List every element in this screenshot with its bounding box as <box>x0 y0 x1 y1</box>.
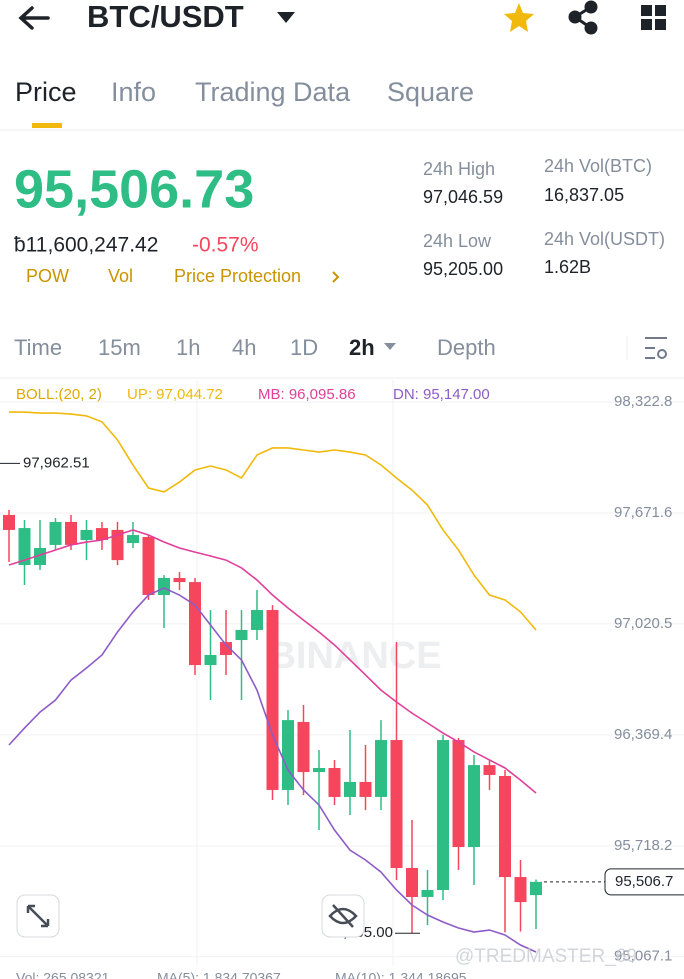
y-tick-label: 97,671.6 <box>614 504 672 521</box>
volume-label: MA(10): 1,344.18695 <box>335 970 467 979</box>
last-price: 95,506.73 <box>14 159 254 219</box>
candle-body <box>34 547 46 566</box>
local-price: ƀ11,600,247.42 <box>14 234 158 257</box>
max-label: 97,962.51 <box>23 454 90 471</box>
candle-body <box>173 577 186 583</box>
candle-body <box>406 868 418 897</box>
hide-icon <box>328 904 358 928</box>
y-tick-label: 96,369.4 <box>614 726 672 743</box>
boll-line <box>9 411 537 631</box>
stat-value: 95,205.00 <box>423 259 503 279</box>
pair-title[interactable]: BTC/USDT <box>87 0 244 34</box>
candle-body <box>80 529 93 540</box>
candle-body <box>220 642 232 656</box>
candle-body <box>499 775 511 878</box>
tab-info[interactable]: Info <box>111 77 156 107</box>
candle-body <box>437 740 449 890</box>
interval-active[interactable]: 2h <box>349 335 375 360</box>
legend-entry: UP: 97,044.72 <box>127 386 223 403</box>
stat-label: 24h Vol(USDT) <box>544 229 665 249</box>
y-tick-label: 98,322.8 <box>614 393 672 410</box>
tag[interactable]: POW <box>26 266 69 286</box>
candle-body <box>49 521 62 545</box>
interval[interactable]: Depth <box>437 335 496 360</box>
current-price-label: 95,506.7 <box>615 873 673 890</box>
y-tick-label: 95,067.1 <box>614 948 672 965</box>
interval[interactable]: Time <box>14 335 62 360</box>
tag[interactable]: Vol <box>108 266 133 286</box>
candle-body <box>18 528 31 566</box>
tag[interactable]: Price Protection <box>174 266 301 286</box>
legend-entry: DN: 95,147.00 <box>393 386 490 403</box>
candle-body <box>251 610 263 630</box>
candle-body <box>142 536 155 596</box>
y-tick-label: 95,718.2 <box>614 837 672 854</box>
candle-body <box>344 781 356 797</box>
boll-line <box>8 529 537 794</box>
interval[interactable]: 1h <box>176 335 200 360</box>
interval[interactable]: 4h <box>232 335 256 360</box>
candle-body <box>375 740 387 797</box>
tag-arrow <box>332 271 340 283</box>
active-tab-indicator <box>32 123 62 128</box>
boll-line <box>8 587 537 953</box>
menu-grid[interactable] <box>641 5 666 30</box>
candle-body <box>530 881 542 896</box>
favorite-star[interactable] <box>504 3 534 32</box>
candle-chart: 98,322.8 97,671.6 97,020.5 96,369.4 95,718.2… <box>0 386 684 979</box>
stat-value: 16,837.05 <box>544 185 624 205</box>
stat-value: 1.62B <box>544 257 591 277</box>
back-button[interactable] <box>18 6 50 30</box>
candle-body <box>282 720 294 790</box>
interval-dropdown[interactable] <box>384 343 396 350</box>
candle-body <box>468 765 480 848</box>
price-change: -0.57% <box>192 234 259 257</box>
candle-body <box>111 529 124 561</box>
y-tick-label: 97,020.5 <box>614 615 672 632</box>
pair-dropdown[interactable] <box>277 12 295 23</box>
candle-body <box>313 767 325 773</box>
tab-price[interactable]: Price <box>15 77 77 107</box>
candle-body <box>96 528 108 540</box>
interval[interactable]: 15m <box>98 335 141 360</box>
candle-body <box>266 610 279 790</box>
stat-label: 24h Vol(BTC) <box>544 156 652 176</box>
candle-body <box>514 877 527 903</box>
candle-body <box>235 629 248 641</box>
indicator-label: BOLL:(20, 2) <box>16 386 102 403</box>
legend-entry: MB: 96,095.86 <box>258 386 356 403</box>
candle-body <box>328 767 341 797</box>
candle-body <box>204 655 217 666</box>
current-price-box <box>604 868 684 896</box>
candle-body <box>421 889 434 897</box>
interval[interactable]: 1D <box>290 335 318 360</box>
candle-body <box>483 765 496 775</box>
candle-body <box>452 740 465 848</box>
candle-body <box>297 721 310 773</box>
tab-trading-data[interactable]: Trading Data <box>195 77 351 107</box>
share-button[interactable] <box>568 0 598 35</box>
fullscreen-icon <box>26 904 50 928</box>
watermark: BINANCE <box>268 635 441 677</box>
candle-body <box>359 781 372 797</box>
candle-body <box>65 521 77 545</box>
volume-label: MA(5): 1,834.70367 <box>157 970 281 979</box>
candle-body <box>127 535 139 544</box>
tab-square[interactable]: Square <box>387 77 474 107</box>
candle-body <box>390 740 403 869</box>
volume-label: Vol: 265.08321 <box>16 970 110 979</box>
stat-label: 24h High <box>423 159 495 179</box>
stat-label: 24h Low <box>423 231 492 251</box>
candle-body <box>189 582 201 666</box>
chart-settings[interactable] <box>645 337 667 359</box>
candle-body <box>158 577 170 596</box>
candle-body <box>3 514 15 530</box>
stat-value: 97,046.59 <box>423 187 503 207</box>
watermark: @TREDMASTER_69 <box>455 946 637 967</box>
